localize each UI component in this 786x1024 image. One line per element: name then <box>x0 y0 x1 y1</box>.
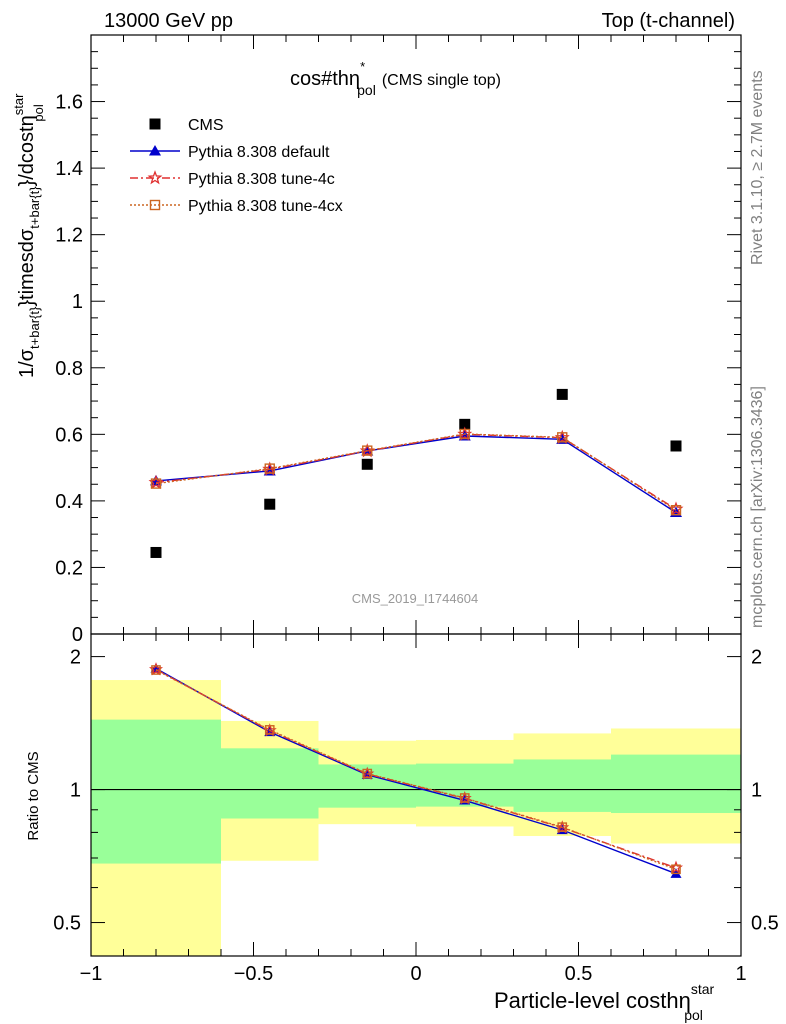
analysis-watermark: CMS_2019_I1744604 <box>352 591 479 606</box>
main-series-0-point <box>556 388 568 400</box>
main-y-tick-label: 1.2 <box>55 225 83 247</box>
main-plot <box>148 388 684 558</box>
axes: 0 0.2 0.4 0.6 0.8 1 1.2 1.4 1.6 −1 −0.5 0 0.5 1 0.5 0.5… <box>53 34 779 985</box>
main-series-0-point <box>150 546 162 558</box>
x-tick-label: 0 <box>410 963 421 985</box>
ratio-y-tick-label: 0.5 <box>53 913 81 935</box>
main-series-3-point <box>362 445 373 456</box>
main-y-tick-label: 1 <box>72 291 83 313</box>
legend-label: Pythia 8.308 tune-4cx <box>188 198 343 215</box>
x-tick-label: 0.5 <box>565 963 593 985</box>
ratio-y-axis-label: Ratio to CMS <box>25 751 42 840</box>
ratio-series-line-2 <box>155 669 677 870</box>
ratio-series-2-point <box>362 768 373 779</box>
legend-label: Pythia 8.308 default <box>188 144 330 161</box>
legend-label: CMS <box>188 117 224 134</box>
ratio-series-line-0 <box>155 667 677 875</box>
main-series-0-point <box>361 458 373 470</box>
main-series-line-3 <box>155 433 677 511</box>
main-y-tick-label: 0.8 <box>55 358 83 380</box>
ratio-y-tick-label-right: 1 <box>751 780 762 802</box>
ratio-y-tick-label-right: 2 <box>751 647 762 669</box>
main-y-tick-label: 0 <box>72 624 83 646</box>
ratio-series-line-1 <box>155 668 677 869</box>
ratio-band-inner <box>221 748 319 819</box>
legend-marker <box>149 199 161 211</box>
legend-label: Pythia 8.308 tune-4c <box>188 171 335 188</box>
ratio-series-2-point <box>671 864 681 875</box>
main-series-0-point <box>264 498 276 510</box>
main-series-0-point <box>459 418 471 430</box>
main-series-3-point <box>557 432 568 443</box>
main-y-tick-label: 0.6 <box>55 424 83 446</box>
x-tick-label: 1 <box>735 963 746 985</box>
legend-marker <box>147 170 163 185</box>
main-y-tick-label: 1.6 <box>55 92 83 114</box>
ratio-y-tick-label: 1 <box>70 780 81 802</box>
main-series-3-point <box>150 478 162 489</box>
rivet-label: Rivet 3.1.10, ≥ 2.7M events <box>749 70 766 265</box>
main-y-tick-label: 0.2 <box>55 557 83 579</box>
main-y-tick-label: 1.4 <box>55 158 83 180</box>
plot-title: cos#thη* pol(CMS single top) <box>290 59 501 98</box>
ratio-series-2-point <box>151 665 161 675</box>
header-right: Top (t-channel) <box>602 10 735 32</box>
ratio-band-inner <box>513 759 611 812</box>
main-y-axis-label: 1/σt+bar{t}}timesdσt+bar{t}}/dcostηstar p… <box>11 93 46 378</box>
main-y-tick-label: 0.4 <box>55 491 83 513</box>
x-tick-label: −0.5 <box>234 963 273 985</box>
main-series-3-point <box>670 505 682 516</box>
x-tick-label: −1 <box>80 963 103 985</box>
ratio-y-tick-label-right: 0.5 <box>751 913 779 935</box>
main-series-0-point <box>670 440 682 452</box>
ratio-bands <box>91 680 741 956</box>
main-series-line-2 <box>155 433 677 510</box>
header-left: 13000 GeV pp <box>104 10 233 32</box>
legend-marker <box>149 145 161 156</box>
main-series-3-point <box>459 428 470 440</box>
ratio-band-inner <box>611 754 741 814</box>
ratio-series-2-point <box>557 822 568 833</box>
legend: CMS Pythia 8.308 default Pythia 8.308 tune… <box>130 117 343 215</box>
x-axis-label: Particle-level costhηstar pol <box>494 981 715 1023</box>
mcplots-label: mcplots.cern.ch [arXiv:1306.3436] <box>749 386 766 628</box>
ratio-series-2-point <box>459 793 470 803</box>
ratio-band-inner <box>91 719 221 864</box>
legend-marker <box>149 118 161 130</box>
ratio-plot <box>91 662 741 878</box>
ratio-y-tick-label: 2 <box>70 647 81 669</box>
main-series-line-1 <box>155 435 677 514</box>
main-series-3-point <box>264 463 275 474</box>
ratio-series-2-point <box>264 725 275 735</box>
